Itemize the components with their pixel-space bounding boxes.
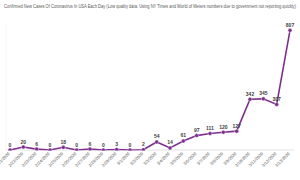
data-label: 0 [129, 142, 132, 148]
data-label: 14 [167, 139, 173, 145]
chart-container: Confirmed New Cases Of Coronavirus In US… [0, 0, 300, 180]
point [48, 148, 52, 151]
title: Confirmed New Cases Of Coronavirus In US… [4, 4, 296, 9]
data-label: 0 [102, 142, 105, 148]
point [141, 148, 145, 151]
point [195, 134, 199, 138]
data-label: 307 [272, 96, 281, 102]
data-label: 54 [154, 133, 160, 139]
point [261, 97, 265, 101]
data-label: 2 [142, 141, 145, 147]
background [0, 0, 300, 180]
data-label: 0 [75, 142, 78, 148]
x-tick-label: 2/29/2020 [101, 151, 118, 168]
point [275, 102, 279, 106]
data-label: 3 [115, 141, 118, 147]
point [221, 130, 225, 134]
point [101, 148, 105, 151]
data-label: 111 [206, 125, 214, 131]
chart-svg: Confirmed New Cases Of Coronavirus In US… [0, 0, 300, 180]
point [128, 148, 132, 151]
point [288, 28, 292, 32]
data-label: 120 [219, 124, 228, 130]
data-label: 345 [259, 90, 268, 96]
point [235, 129, 239, 133]
series-line [10, 30, 290, 150]
point [21, 145, 25, 149]
point [248, 97, 252, 101]
point [155, 140, 159, 144]
data-label: 807 [286, 22, 295, 28]
data-label: 20 [21, 139, 27, 145]
point [88, 147, 92, 150]
data-label: 0 [49, 142, 52, 148]
data-label: 6 [89, 141, 92, 147]
point [168, 146, 172, 150]
x-tick-label: 3/13/2020 [274, 151, 291, 168]
point [35, 147, 39, 150]
point [75, 148, 79, 151]
point [208, 132, 212, 136]
data-label: 6 [35, 141, 38, 147]
data-label: 127 [232, 123, 241, 129]
data-label: 342 [246, 91, 255, 97]
data-label: 18 [61, 139, 67, 145]
point [115, 148, 119, 151]
data-label: 61 [181, 132, 187, 138]
point [8, 148, 12, 151]
point [181, 139, 185, 143]
plot-area [8, 28, 292, 150]
y-axis-line [6, 24, 7, 150]
data-label: 97 [194, 127, 200, 133]
point [61, 145, 65, 149]
data-label: 0 [9, 142, 12, 148]
